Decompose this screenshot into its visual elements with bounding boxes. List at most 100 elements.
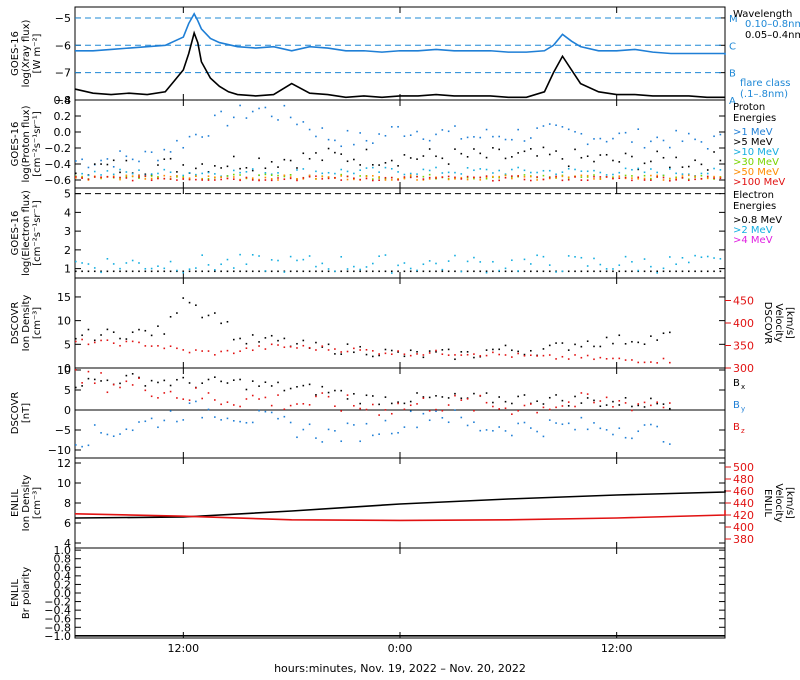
data-point xyxy=(435,349,437,352)
data-point xyxy=(277,344,279,346)
data-point xyxy=(637,341,640,344)
x-tick-label: 0:00 xyxy=(388,642,413,655)
data-point xyxy=(548,419,551,421)
data-point xyxy=(403,135,406,137)
data-point xyxy=(687,261,690,264)
data-point xyxy=(81,262,83,264)
data-point xyxy=(435,166,437,169)
data-point xyxy=(169,175,172,178)
data-point xyxy=(226,401,229,403)
data-point xyxy=(479,152,482,155)
data-point xyxy=(372,175,374,177)
data-point xyxy=(454,254,456,257)
data-point xyxy=(308,423,311,426)
data-point xyxy=(428,350,431,352)
data-point xyxy=(599,427,602,430)
data-point xyxy=(150,345,153,347)
data-point xyxy=(485,354,488,357)
data-point xyxy=(283,104,286,107)
data-point xyxy=(504,354,507,356)
data-point xyxy=(176,175,178,177)
data-point xyxy=(144,389,147,392)
data-point xyxy=(384,409,387,411)
data-point xyxy=(542,403,545,405)
data-point xyxy=(340,168,343,171)
y-tick-label: −0.8 xyxy=(44,621,71,634)
data-point xyxy=(428,270,431,273)
data-point xyxy=(675,172,677,175)
data-point xyxy=(119,171,121,174)
y-axis-label: log(Electron flux) xyxy=(21,190,32,276)
data-point xyxy=(706,175,709,178)
data-point xyxy=(454,125,456,127)
data-point xyxy=(327,270,330,273)
data-point xyxy=(523,176,526,178)
data-point xyxy=(296,385,298,388)
data-point xyxy=(289,270,292,273)
data-point xyxy=(283,174,286,177)
data-point xyxy=(498,408,501,410)
data-point xyxy=(207,135,210,137)
data-point xyxy=(125,159,128,162)
data-point xyxy=(580,156,583,159)
data-point xyxy=(365,266,368,268)
data-point xyxy=(315,394,317,396)
data-point xyxy=(334,270,336,273)
data-point xyxy=(163,158,166,160)
data-point xyxy=(479,429,482,432)
data-point xyxy=(201,254,203,256)
data-point xyxy=(599,178,602,180)
data-point xyxy=(504,430,507,432)
data-point xyxy=(511,156,513,158)
panel-xray: −5 −6 −7 −8 GOES-16 log(Xray flux) [W m⁻²] M C B A… xyxy=(10,6,800,107)
data-point xyxy=(485,168,488,171)
data-point xyxy=(119,270,121,273)
data-point xyxy=(340,145,343,148)
data-point xyxy=(182,177,185,179)
data-point xyxy=(251,179,254,181)
data-point xyxy=(176,171,178,173)
data-point xyxy=(643,179,646,181)
data-point xyxy=(713,175,715,178)
data-point xyxy=(523,140,526,142)
data-point xyxy=(624,270,627,273)
data-point xyxy=(555,175,557,178)
data-point xyxy=(492,348,494,351)
data-point xyxy=(555,394,557,396)
data-point xyxy=(441,129,444,131)
data-point xyxy=(687,173,690,176)
data-point xyxy=(719,133,722,136)
data-point xyxy=(119,178,121,181)
data-point xyxy=(239,405,241,408)
data-point xyxy=(612,400,614,403)
data-point xyxy=(542,354,545,357)
data-point xyxy=(548,354,551,356)
data-point xyxy=(201,136,203,138)
data-point xyxy=(353,424,355,426)
data-point xyxy=(201,416,203,419)
data-point xyxy=(188,172,191,174)
data-point xyxy=(454,358,456,361)
data-point xyxy=(93,163,96,165)
data-point xyxy=(447,270,450,273)
y-tick-label: 12 xyxy=(57,457,71,470)
data-point xyxy=(251,169,254,172)
data-point xyxy=(100,372,102,374)
data-point xyxy=(656,150,658,153)
data-point xyxy=(207,314,210,317)
data-point xyxy=(631,175,633,177)
data-point xyxy=(296,436,298,439)
data-point xyxy=(353,177,355,180)
data-point xyxy=(308,255,311,257)
right-tick-label: 450 xyxy=(733,295,754,308)
data-point xyxy=(669,331,671,334)
data-point xyxy=(138,377,140,379)
data-point xyxy=(138,262,140,264)
data-point xyxy=(719,257,722,260)
data-point xyxy=(163,333,166,335)
data-point xyxy=(176,397,178,399)
data-point xyxy=(466,351,469,353)
data-point xyxy=(669,146,671,149)
y-tick-label: 8 xyxy=(64,497,71,510)
data-point xyxy=(593,178,595,180)
